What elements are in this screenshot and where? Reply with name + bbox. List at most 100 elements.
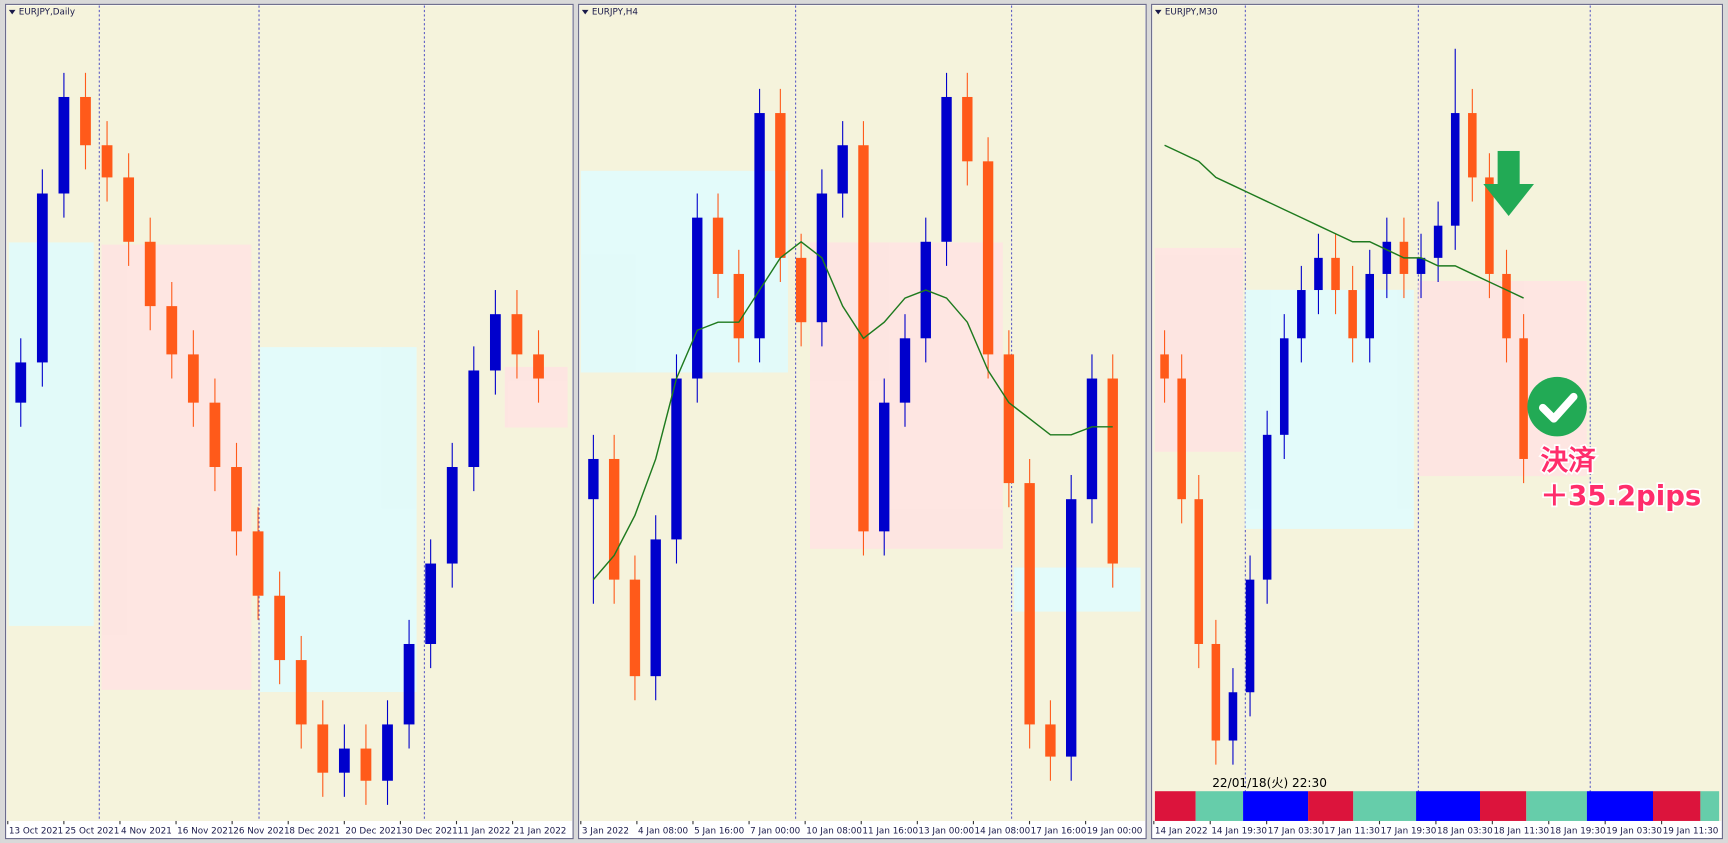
- title-icon: [1154, 9, 1162, 15]
- candle-body: [231, 467, 242, 532]
- candle-body: [36, 193, 48, 363]
- candle-body: [468, 370, 480, 468]
- zones: [8, 170, 1587, 693]
- strip-block: [1653, 791, 1701, 821]
- x-tick-label: 25 Oct 2021: [65, 826, 119, 836]
- x-tick-label: 10 Jan 08:00: [806, 826, 862, 836]
- candle-body: [629, 579, 641, 677]
- x-tick-label: 14 Jan 08:00: [975, 826, 1031, 836]
- strip-block: [1586, 791, 1654, 821]
- candle-body: [101, 145, 113, 178]
- chart-title: EURJPY,H4: [592, 8, 639, 18]
- candle-body: [1297, 290, 1306, 339]
- moving-average: [1164, 144, 1524, 299]
- candle-body: [1262, 434, 1272, 580]
- candle-body: [608, 458, 620, 580]
- candle-body: [403, 643, 415, 725]
- candle-body: [899, 338, 911, 403]
- candle-body: [144, 241, 156, 307]
- candle-body: [982, 161, 994, 355]
- candle-body: [166, 306, 178, 355]
- x-tick-label: 3 Jan 2022: [582, 826, 629, 836]
- strip-block: [1195, 791, 1244, 821]
- candle-body: [1502, 273, 1511, 339]
- x-tick-label: 18 Jan 19:30: [1550, 826, 1606, 836]
- candle-body: [1194, 499, 1204, 644]
- x-tick-label: 13 Oct 2021: [9, 826, 63, 836]
- candle-body: [1107, 378, 1118, 564]
- x-tick-label: 18 Jan 03:30: [1437, 826, 1493, 836]
- x-tick-label: 30 Dec 2021: [402, 826, 458, 836]
- candle-body: [382, 724, 393, 781]
- chart-title: EURJPY,Daily: [19, 8, 75, 18]
- x-tick-label: 21 Jan 2022: [514, 826, 567, 836]
- strip-block: [1243, 791, 1309, 821]
- candle-body: [80, 96, 91, 146]
- candle-body: [1485, 177, 1494, 274]
- candle-body: [588, 458, 599, 500]
- candle-body: [489, 314, 501, 371]
- title-icon: [8, 9, 16, 15]
- check-mark: [1538, 392, 1578, 423]
- x-tick-label: 14 Jan 2022: [1155, 826, 1208, 836]
- candle-body: [941, 96, 952, 242]
- candle-body: [795, 257, 807, 323]
- candle-body: [511, 314, 523, 355]
- candle-body: [775, 113, 786, 258]
- strip-block: [1353, 791, 1417, 821]
- candle-body: [1228, 692, 1238, 741]
- plots: [15, 48, 1528, 805]
- candle-body: [1160, 354, 1169, 379]
- candle-body: [879, 402, 890, 532]
- candle-body: [317, 724, 329, 773]
- candle-body: [837, 145, 848, 194]
- candle-body: [533, 354, 544, 379]
- candle-body: [15, 362, 27, 403]
- candle-body: [754, 113, 765, 339]
- candle-body: [187, 354, 199, 403]
- strip-block: [1479, 791, 1527, 821]
- candle-body: [1065, 499, 1077, 757]
- x-tick-label: 8 Dec 2021: [289, 826, 340, 836]
- x-tick-label: 17 Jan 03:30: [1268, 826, 1324, 836]
- candle-body: [1348, 290, 1357, 339]
- candle-body: [1003, 354, 1015, 484]
- candle-body: [962, 96, 973, 162]
- candle-body: [425, 563, 437, 644]
- candle-body: [295, 660, 307, 725]
- x-tick-label: 16 Nov 2021: [177, 826, 233, 836]
- zone: [1154, 247, 1244, 452]
- candle-body: [1365, 273, 1375, 339]
- candle-body: [1468, 113, 1477, 178]
- candle-body: [1450, 113, 1460, 226]
- zone: [580, 170, 788, 373]
- x-tick-label: 13 Jan 00:00: [918, 826, 974, 836]
- candle-body: [274, 595, 286, 661]
- x-tick-label: 11 Jan 2022: [458, 826, 511, 836]
- candle-body: [1279, 338, 1289, 435]
- x-tick-label: 5 Jan 16:00: [694, 826, 745, 836]
- strip-block: [1308, 791, 1354, 821]
- candle-body: [1382, 241, 1392, 274]
- candle-body: [446, 467, 458, 564]
- x-tick-label: 26 Nov 2021: [233, 826, 289, 836]
- candle-body: [733, 273, 744, 339]
- candle-body: [209, 402, 221, 468]
- candle-body: [1211, 643, 1221, 741]
- strip-block: [1526, 791, 1587, 821]
- x-tick-label: 20 Dec 2021: [345, 826, 401, 836]
- candle-body: [1314, 257, 1323, 291]
- x-tick-label: 17 Jan 19:30: [1381, 826, 1437, 836]
- x-tick-label: 17 Jan 11:30: [1324, 826, 1380, 836]
- chart-title: EURJPY,M30: [1165, 8, 1218, 18]
- candle-body: [1519, 338, 1528, 459]
- candle-body: [1086, 378, 1098, 500]
- candle-body: [650, 539, 661, 677]
- candle-body: [338, 748, 350, 773]
- check-circle: [1527, 376, 1587, 437]
- x-tick-label: 14 Jan 19:30: [1211, 826, 1267, 836]
- candle-body: [58, 96, 70, 194]
- x-tick-label: 19 Jan 00:00: [1087, 826, 1143, 836]
- x-tick-label: 4 Jan 08:00: [638, 826, 689, 836]
